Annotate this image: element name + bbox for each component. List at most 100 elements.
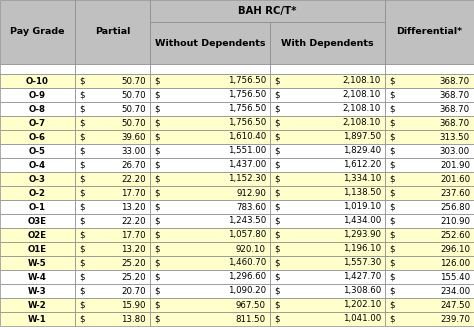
Bar <box>270 158 385 172</box>
Bar <box>150 270 270 284</box>
Text: $: $ <box>274 133 280 142</box>
Bar <box>385 144 474 158</box>
Text: $: $ <box>274 286 280 295</box>
Text: O-3: O-3 <box>29 175 46 183</box>
Bar <box>385 270 474 284</box>
Text: 811.50: 811.50 <box>236 314 266 323</box>
Text: $: $ <box>389 77 394 85</box>
Text: 201.60: 201.60 <box>440 175 470 183</box>
Text: 967.50: 967.50 <box>236 301 266 310</box>
Text: 2,108.10: 2,108.10 <box>343 118 381 127</box>
Text: 201.90: 201.90 <box>440 160 470 170</box>
Text: 783.60: 783.60 <box>236 203 266 212</box>
Bar <box>75 158 150 172</box>
Text: Differential*: Differential* <box>396 27 463 37</box>
Text: 239.70: 239.70 <box>440 314 470 323</box>
Bar <box>270 186 385 200</box>
Bar <box>385 158 474 172</box>
Text: 2,108.10: 2,108.10 <box>343 77 381 85</box>
Text: 17.70: 17.70 <box>121 230 146 240</box>
Bar <box>270 228 385 242</box>
Text: 368.70: 368.70 <box>440 118 470 127</box>
Bar <box>0 312 75 326</box>
Text: $: $ <box>274 273 280 281</box>
Text: $: $ <box>154 160 159 170</box>
Text: 2,108.10: 2,108.10 <box>343 105 381 114</box>
Bar <box>0 298 75 312</box>
Text: O-5: O-5 <box>29 147 46 155</box>
Bar <box>0 214 75 228</box>
Text: 368.70: 368.70 <box>440 105 470 114</box>
Bar <box>150 186 270 200</box>
Text: $: $ <box>154 286 159 295</box>
Text: With Dependents: With Dependents <box>281 39 374 48</box>
Text: $: $ <box>274 301 280 310</box>
Text: $: $ <box>79 301 84 310</box>
Text: 26.70: 26.70 <box>121 160 146 170</box>
Bar <box>75 256 150 270</box>
Text: $: $ <box>79 133 84 142</box>
Text: 1,460.70: 1,460.70 <box>228 258 266 268</box>
Text: 247.50: 247.50 <box>440 301 470 310</box>
Text: $: $ <box>79 175 84 183</box>
Bar <box>0 158 75 172</box>
Text: 234.00: 234.00 <box>440 286 470 295</box>
Text: $: $ <box>389 90 394 100</box>
Text: $: $ <box>274 147 280 155</box>
Bar <box>270 144 385 158</box>
Text: $: $ <box>154 203 159 212</box>
Text: 1,090.20: 1,090.20 <box>228 286 266 295</box>
Text: 1,557.30: 1,557.30 <box>343 258 381 268</box>
Bar <box>0 186 75 200</box>
Text: W-5: W-5 <box>28 258 47 268</box>
Bar <box>0 270 75 284</box>
Text: $: $ <box>274 77 280 85</box>
Text: 50.70: 50.70 <box>121 105 146 114</box>
Text: 912.90: 912.90 <box>236 188 266 197</box>
Bar <box>150 74 270 88</box>
Text: $: $ <box>79 77 84 85</box>
Text: $: $ <box>389 216 394 225</box>
Bar <box>270 116 385 130</box>
Bar <box>75 270 150 284</box>
Bar <box>385 102 474 116</box>
Bar <box>75 298 150 312</box>
Bar <box>75 64 150 74</box>
Text: $: $ <box>274 314 280 323</box>
Bar <box>150 312 270 326</box>
Text: $: $ <box>79 203 84 212</box>
Text: $: $ <box>79 230 84 240</box>
Text: $: $ <box>274 105 280 114</box>
Bar <box>385 284 474 298</box>
Bar <box>385 312 474 326</box>
Text: 50.70: 50.70 <box>121 90 146 100</box>
Text: $: $ <box>154 118 159 127</box>
Text: 313.50: 313.50 <box>440 133 470 142</box>
Text: 1,152.30: 1,152.30 <box>228 175 266 183</box>
Text: 1,756.50: 1,756.50 <box>228 118 266 127</box>
Text: 2,108.10: 2,108.10 <box>343 90 381 100</box>
Bar <box>150 88 270 102</box>
Text: W-2: W-2 <box>28 301 47 310</box>
Text: 25.20: 25.20 <box>121 273 146 281</box>
Bar <box>385 200 474 214</box>
Text: $: $ <box>389 286 394 295</box>
Text: 303.00: 303.00 <box>440 147 470 155</box>
Text: 1,138.50: 1,138.50 <box>343 188 381 197</box>
Text: 1,243.50: 1,243.50 <box>228 216 266 225</box>
Text: 1,041.00: 1,041.00 <box>343 314 381 323</box>
Text: 1,057.80: 1,057.80 <box>228 230 266 240</box>
Bar <box>0 256 75 270</box>
Text: $: $ <box>154 258 159 268</box>
Text: $: $ <box>389 258 394 268</box>
Bar <box>270 88 385 102</box>
Text: $: $ <box>79 273 84 281</box>
Bar <box>75 284 150 298</box>
Text: $: $ <box>389 245 394 253</box>
Bar <box>385 172 474 186</box>
Bar <box>270 312 385 326</box>
Bar <box>385 130 474 144</box>
Bar <box>75 0 150 64</box>
Text: 20.70: 20.70 <box>121 286 146 295</box>
Text: 22.20: 22.20 <box>121 216 146 225</box>
